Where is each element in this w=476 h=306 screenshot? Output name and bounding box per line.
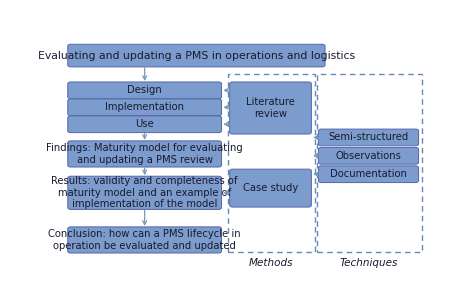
Text: Case study: Case study [242,183,298,193]
Text: Evaluating and updating a PMS in operations and logistics: Evaluating and updating a PMS in operati… [38,50,354,61]
Text: Semi-structured: Semi-structured [327,132,408,143]
Text: Use: Use [135,119,154,129]
FancyBboxPatch shape [318,129,418,146]
Text: Documentation: Documentation [329,169,406,179]
FancyBboxPatch shape [318,166,418,183]
FancyBboxPatch shape [68,116,221,132]
Text: Design: Design [127,85,162,95]
FancyBboxPatch shape [68,82,221,99]
Text: Literature
review: Literature review [246,97,294,119]
Text: Methods: Methods [248,258,293,268]
FancyBboxPatch shape [229,169,311,207]
Text: Conclusion: how can a PMS lifecycle in
operation be evaluated and updated: Conclusion: how can a PMS lifecycle in o… [48,229,240,251]
FancyBboxPatch shape [68,99,221,116]
FancyBboxPatch shape [68,141,221,167]
Text: Results: validity and completeness of
maturity model and an example of
implement: Results: validity and completeness of ma… [51,176,238,209]
FancyBboxPatch shape [229,82,311,134]
Text: Implementation: Implementation [105,102,184,112]
FancyBboxPatch shape [318,147,418,164]
Bar [316,74,421,252]
Bar [228,74,314,252]
Text: Observations: Observations [335,151,401,161]
Text: Findings: Maturity model for evaluating
and updating a PMS review: Findings: Maturity model for evaluating … [46,143,242,165]
FancyBboxPatch shape [68,176,221,209]
FancyBboxPatch shape [68,227,221,253]
Text: Techniques: Techniques [339,258,397,268]
FancyBboxPatch shape [68,44,324,67]
